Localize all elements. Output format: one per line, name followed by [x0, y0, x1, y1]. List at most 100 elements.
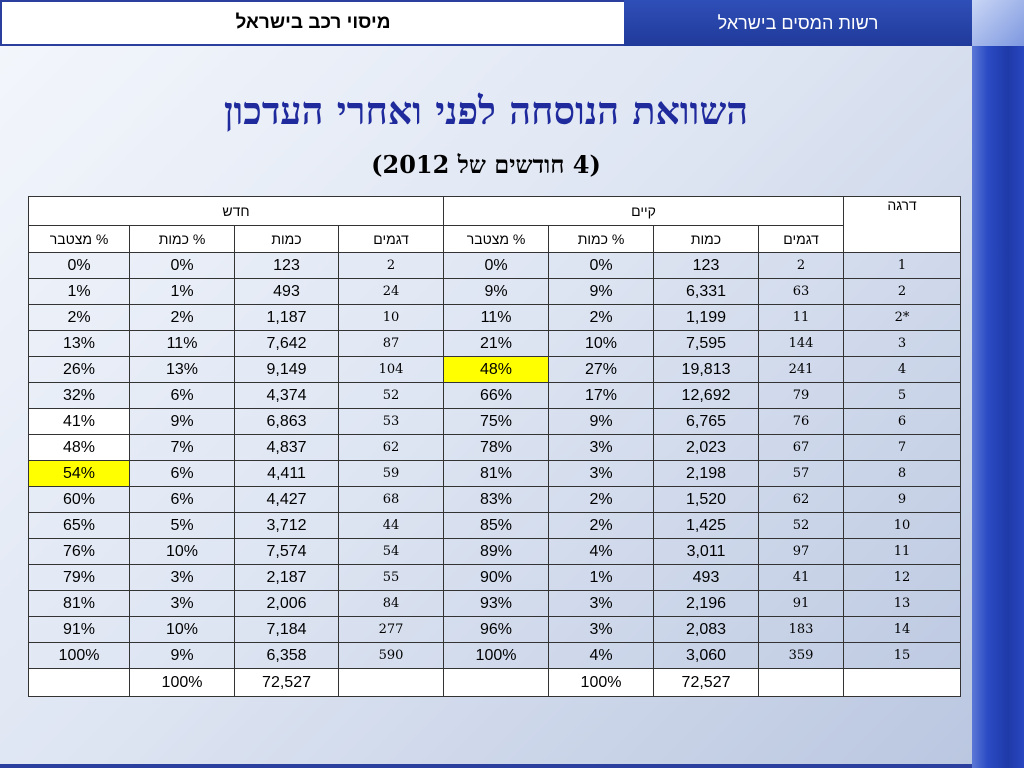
existing-cum-pct-cell: 0%	[443, 252, 550, 279]
existing-cum-pct-cell: 93%	[443, 590, 550, 617]
new-models-cell: 590	[338, 642, 445, 669]
new-cum-pct-cell: 13%	[27, 330, 131, 357]
existing-qty-pct-cell: 4%	[548, 642, 655, 669]
new-qty-cell: 2,006	[234, 590, 340, 617]
existing-cum-pct-cell: 85%	[443, 512, 550, 539]
new-models-cell: 53	[338, 408, 445, 435]
title-bar: מיסוי רכב בישראל רשות המסים בישראל	[0, 0, 972, 46]
existing-models-cell: 11	[758, 304, 845, 331]
new-cum-pct-cell: 26%	[27, 356, 131, 383]
comparison-table: דרגה קיים חדש דגמים כמות % כמות % מצטבר …	[27, 196, 962, 697]
existing-qty-pct-cell: 3%	[548, 590, 655, 617]
new-cum-pct-cell: 91%	[27, 616, 131, 643]
table-row: 3 144 7,595 10% 21% 87 7,642 11% 13%	[27, 330, 962, 357]
existing-models-cell: 57	[758, 460, 845, 487]
grade-cell: 4	[843, 356, 962, 383]
table-row: 9 62 1,520 2% 83% 68 4,427 6% 60%	[27, 486, 962, 513]
new-qty-cell: 3,712	[234, 512, 340, 539]
grade-cell: 5	[843, 382, 962, 409]
table-row: 2 63 6,331 9% 9% 24 493 1% 1%	[27, 278, 962, 305]
grade-cell: 10	[843, 512, 962, 539]
existing-header: קיים	[443, 196, 845, 226]
new-qty-cell: 9,149	[234, 356, 340, 383]
new-qty-pct-cell: 10%	[129, 616, 236, 643]
existing-cum-pct-cell: 96%	[443, 616, 550, 643]
new-qty-pct-cell: 6%	[129, 486, 236, 513]
new-qty-cell: 4,427	[234, 486, 340, 513]
new-models-cell: 2	[338, 252, 445, 279]
existing-models-cell: 2	[758, 252, 845, 279]
grade-header: דרגה	[843, 196, 962, 253]
new-models-header: דגמים	[338, 225, 445, 253]
table-body: 1 2 123 0% 0% 2 123 0% 0% 2 63 6,331 9% 9% 24 493 1% 1% *2…	[27, 252, 962, 669]
new-qty-cell: 7,642	[234, 330, 340, 357]
sub-header-row: דגמים כמות % כמות % מצטבר דגמים כמות % כ…	[27, 225, 961, 253]
existing-qty-pct-cell: 10%	[548, 330, 655, 357]
totals-new-pct: 100%	[129, 668, 236, 697]
grade-cell: *2	[843, 304, 962, 331]
existing-qty-cell: 493	[653, 564, 760, 591]
table-row: 7 67 2,023 3% 78% 62 4,837 7% 48%	[27, 434, 962, 461]
table-row: 11 97 3,011 4% 89% 54 7,574 10% 76%	[27, 538, 962, 565]
existing-qty-cell: 19,813	[653, 356, 760, 383]
page-title: השוואת הנוסחה לפני ואחרי העדכון	[223, 88, 749, 133]
existing-qty-cell: 3,011	[653, 538, 760, 565]
existing-qty-cell: 2,083	[653, 616, 760, 643]
new-qty-pct-cell: 9%	[129, 408, 236, 435]
existing-qty-pct-cell: 3%	[548, 434, 655, 461]
existing-cum-pct-cell: 90%	[443, 564, 550, 591]
new-cum-pct-cell: 54%	[27, 460, 131, 487]
new-qty-pct-cell: 13%	[129, 356, 236, 383]
app-title-area: מיסוי רכב בישראל	[0, 0, 624, 46]
existing-qty-cell: 2,198	[653, 460, 760, 487]
org-title: רשות המסים בישראל	[717, 12, 879, 33]
new-qty-cell: 123	[234, 252, 340, 279]
table-row: 8 57 2,198 3% 81% 59 4,411 6% 54%	[27, 460, 962, 487]
existing-qty-cell: 2,023	[653, 434, 760, 461]
existing-qty-cell: 12,692	[653, 382, 760, 409]
existing-models-cell: 62	[758, 486, 845, 513]
existing-models-cell: 241	[758, 356, 845, 383]
new-models-cell: 59	[338, 460, 445, 487]
existing-qty-pct-cell: 2%	[548, 512, 655, 539]
new-qty-cell: 7,184	[234, 616, 340, 643]
existing-models-cell: 97	[758, 538, 845, 565]
side-bar-corner	[972, 0, 1024, 46]
totals-grade-cell	[843, 668, 962, 697]
existing-qty-pct-cell: 27%	[548, 356, 655, 383]
existing-models-cell: 63	[758, 278, 845, 305]
new-models-cell: 62	[338, 434, 445, 461]
new-models-cell: 44	[338, 512, 445, 539]
existing-qty-pct-cell: 3%	[548, 460, 655, 487]
new-qty-pct-cell: 5%	[129, 512, 236, 539]
totals-row: 72,527 100% 72,527 100%	[27, 668, 962, 697]
existing-cum-pct-cell: 81%	[443, 460, 550, 487]
existing-qty-cell: 2,196	[653, 590, 760, 617]
existing-qty-cell: 7,595	[653, 330, 760, 357]
existing-qty-pct-header: % כמות	[548, 225, 655, 253]
totals-existing-cum	[443, 668, 550, 697]
new-qty-pct-cell: 1%	[129, 278, 236, 305]
table-row: 15 359 3,060 4% 100% 590 6,358 9% 100%	[27, 642, 962, 669]
new-cum-pct-cell: 60%	[27, 486, 131, 513]
new-models-cell: 52	[338, 382, 445, 409]
grade-cell: 9	[843, 486, 962, 513]
table-row: 12 41 493 1% 90% 55 2,187 3% 79%	[27, 564, 962, 591]
new-cum-pct-cell: 2%	[27, 304, 131, 331]
new-cum-pct-cell: 1%	[27, 278, 131, 305]
existing-qty-cell: 6,765	[653, 408, 760, 435]
existing-qty-pct-cell: 1%	[548, 564, 655, 591]
new-qty-cell: 6,358	[234, 642, 340, 669]
new-cum-pct-cell: 81%	[27, 590, 131, 617]
grade-cell: 15	[843, 642, 962, 669]
existing-qty-cell: 1,425	[653, 512, 760, 539]
new-qty-cell: 2,187	[234, 564, 340, 591]
totals-existing-qty: 72,527	[653, 668, 760, 697]
new-cum-pct-cell: 100%	[27, 642, 131, 669]
existing-cum-pct-cell: 11%	[443, 304, 550, 331]
new-qty-pct-cell: 6%	[129, 460, 236, 487]
existing-cum-pct-cell: 21%	[443, 330, 550, 357]
grade-cell: 2	[843, 278, 962, 305]
org-title-area: רשות המסים בישראל	[624, 0, 972, 46]
existing-cum-pct-cell: 48%	[443, 356, 550, 383]
